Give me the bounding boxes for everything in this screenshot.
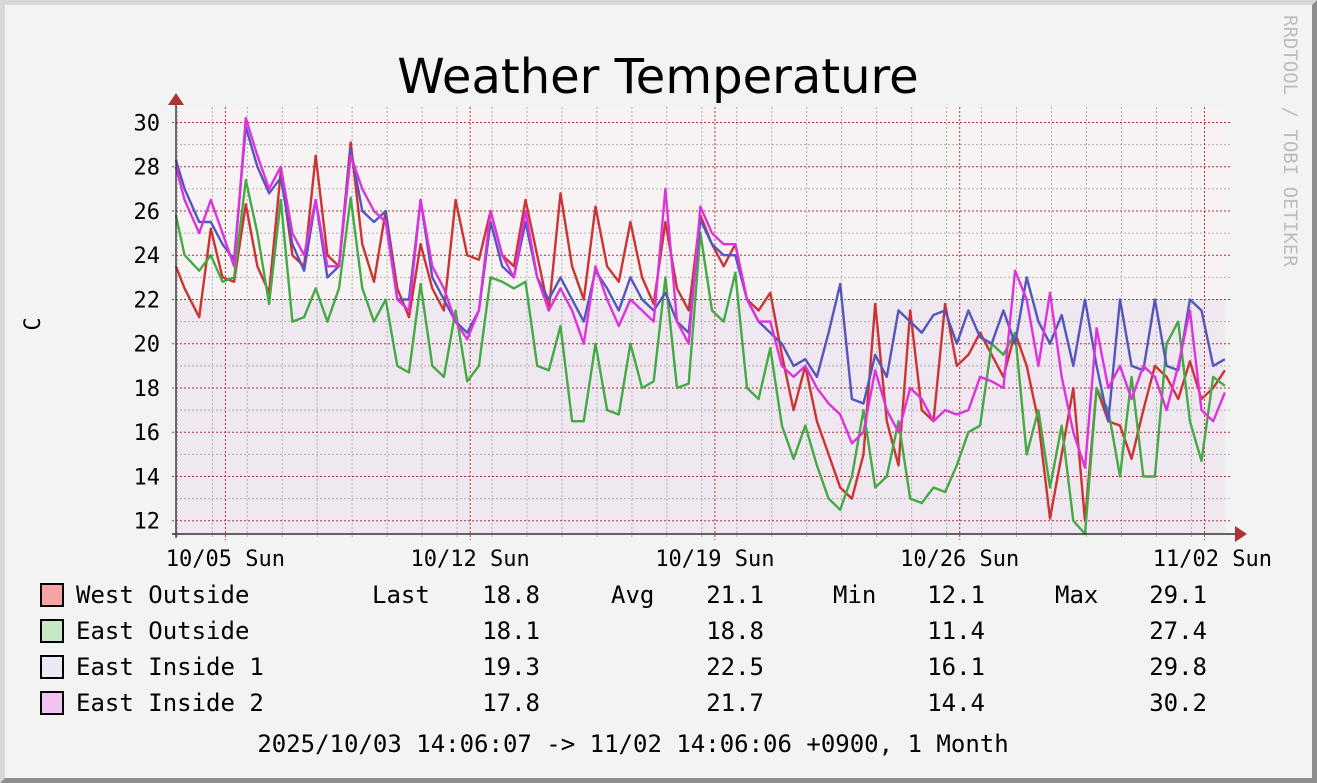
- y-tick-label: 12: [134, 510, 161, 535]
- legend-swatch-east_inside_1: [40, 655, 64, 679]
- legend-avg-value: 22.5: [706, 653, 764, 681]
- legend: West Outside 18.8 21.1 12.1 29.1 East Outside…: [40, 581, 1207, 717]
- x-tick-label: 10/26 Sun: [900, 547, 1019, 572]
- legend-series-name: East Outside: [76, 617, 249, 645]
- x-tick-label: 11/02 Sun: [1153, 547, 1272, 572]
- x-axis-arrow-icon: [1235, 526, 1247, 542]
- y-tick-labels: 12 14 16 18 20 22 24 26 28 30: [134, 111, 161, 534]
- canvas-shade-band: [176, 299, 1225, 534]
- legend-last-value: 18.8: [482, 581, 540, 609]
- y-tick-label: 14: [134, 465, 161, 490]
- y-tick-label: 22: [134, 288, 161, 313]
- x-tick-label: 10/05 Sun: [166, 547, 285, 572]
- series-lines: [174, 116, 1227, 536]
- legend-min-value: 12.1: [927, 581, 985, 609]
- x-tick-label: 10/19 Sun: [655, 547, 774, 572]
- chart-title: Weather Temperature: [397, 49, 918, 105]
- y-tick-label: 20: [134, 333, 161, 358]
- y-tick-label: 16: [134, 421, 161, 446]
- legend-min-value: 11.4: [927, 617, 985, 645]
- legend-avg-value: 21.1: [706, 581, 764, 609]
- legend-header-avg: Avg: [611, 581, 654, 609]
- y-tick-label: 24: [134, 244, 161, 269]
- legend-min-value: 16.1: [927, 653, 985, 681]
- y-tick-label: 18: [134, 377, 161, 402]
- y-axis-label: C: [21, 317, 46, 330]
- legend-max-value: 30.2: [1149, 689, 1207, 717]
- series-line-east_inside_2: [174, 116, 1227, 469]
- legend-header-min: Min: [833, 581, 876, 609]
- y-axis-arrow-icon: [168, 93, 184, 105]
- legend-swatch-west_outside: [40, 583, 64, 607]
- x-tick-labels: 10/05 Sun 10/12 Sun 10/19 Sun 10/26 Sun 11/0…: [166, 547, 1272, 572]
- legend-last-value: 17.8: [482, 689, 540, 717]
- canvas-shade: [176, 299, 1225, 534]
- legend-header-max: Max: [1055, 581, 1098, 609]
- legend-last-value: 19.3: [482, 653, 540, 681]
- time-range-footer: 2025/10/03 14:06:07 -> 11/02 14:06:06 +0…: [257, 730, 1008, 758]
- y-tick-label: 30: [134, 111, 161, 136]
- major-grid: [172, 107, 1231, 540]
- legend-swatch-east_inside_2: [40, 691, 64, 715]
- legend-header-last: Last: [372, 581, 430, 609]
- legend-max-value: 29.8: [1149, 653, 1207, 681]
- legend-max-value: 27.4: [1149, 617, 1207, 645]
- series-line-east_outside: [174, 178, 1226, 536]
- x-tick-label: 10/12 Sun: [411, 547, 530, 572]
- legend-swatch-east_outside: [40, 619, 64, 643]
- legend-avg-value: 18.8: [706, 617, 764, 645]
- y-tick-label: 28: [134, 156, 161, 181]
- axes: [168, 93, 1247, 542]
- legend-last-value: 18.1: [482, 617, 540, 645]
- legend-avg-value: 21.7: [706, 689, 764, 717]
- watermark: RRDTOOL / TOBI OETIKER: [1279, 15, 1301, 267]
- y-tick-label: 26: [134, 200, 161, 225]
- legend-series-name: East Inside 2: [76, 689, 264, 717]
- legend-series-name: West Outside: [76, 581, 249, 609]
- legend-max-value: 29.1: [1149, 581, 1207, 609]
- legend-min-value: 14.4: [927, 689, 985, 717]
- legend-series-name: East Inside 1: [76, 653, 264, 681]
